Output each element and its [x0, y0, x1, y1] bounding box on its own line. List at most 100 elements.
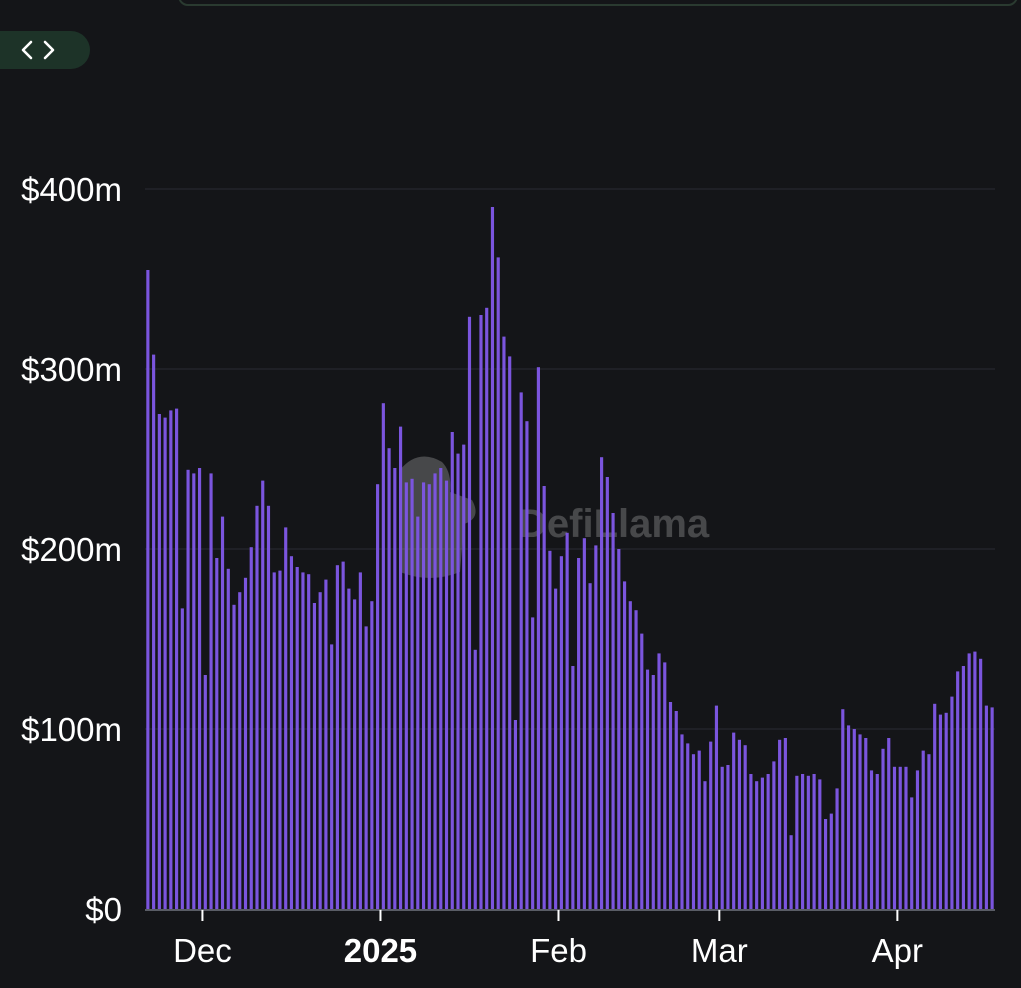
bar[interactable]	[479, 315, 483, 909]
bar[interactable]	[548, 550, 552, 909]
bar[interactable]	[869, 770, 874, 909]
bar[interactable]	[577, 558, 581, 909]
bar[interactable]	[376, 484, 380, 909]
bar[interactable]	[600, 457, 604, 909]
bar[interactable]	[163, 417, 167, 909]
bar[interactable]	[806, 775, 810, 909]
bar[interactable]	[858, 734, 862, 909]
bar[interactable]	[490, 207, 495, 909]
bar[interactable]	[823, 819, 828, 909]
bar[interactable]	[691, 754, 696, 909]
bar[interactable]	[433, 473, 437, 909]
bar[interactable]	[611, 513, 615, 909]
bar[interactable]	[175, 408, 179, 909]
bar[interactable]	[318, 592, 322, 909]
embed-code-button[interactable]	[0, 31, 90, 69]
bar[interactable]	[215, 558, 219, 909]
bar[interactable]	[789, 835, 793, 909]
bar[interactable]	[645, 669, 650, 909]
bar[interactable]	[795, 775, 799, 909]
bar[interactable]	[272, 572, 276, 909]
bar[interactable]	[686, 743, 690, 909]
bar[interactable]	[186, 469, 190, 909]
bar[interactable]	[554, 588, 558, 909]
bar[interactable]	[657, 653, 661, 909]
bar[interactable]	[266, 505, 271, 909]
bar[interactable]	[467, 316, 472, 909]
bar[interactable]	[846, 725, 851, 909]
bar[interactable]	[961, 666, 965, 909]
bar[interactable]	[622, 581, 627, 909]
bar[interactable]	[732, 732, 736, 909]
bar[interactable]	[439, 468, 443, 909]
bar[interactable]	[841, 709, 845, 909]
bar[interactable]	[416, 516, 420, 909]
bar[interactable]	[990, 707, 994, 909]
bar[interactable]	[651, 675, 655, 909]
bar[interactable]	[714, 705, 719, 909]
bar[interactable]	[783, 738, 787, 909]
bar[interactable]	[513, 720, 518, 909]
bar[interactable]	[938, 714, 943, 909]
bar[interactable]	[508, 356, 512, 909]
bar[interactable]	[421, 482, 426, 909]
bar[interactable]	[335, 565, 339, 909]
bar[interactable]	[220, 516, 225, 909]
bar[interactable]	[818, 779, 822, 909]
bar[interactable]	[358, 572, 362, 909]
bar[interactable]	[668, 702, 673, 909]
bar[interactable]	[203, 675, 207, 909]
bar[interactable]	[749, 774, 753, 909]
bar[interactable]	[812, 774, 816, 909]
bar[interactable]	[766, 774, 770, 909]
bar[interactable]	[502, 336, 506, 910]
bar[interactable]	[755, 781, 759, 909]
bar[interactable]	[778, 739, 782, 909]
bar[interactable]	[927, 754, 931, 909]
bar[interactable]	[330, 644, 334, 909]
bar[interactable]	[381, 403, 385, 909]
bar[interactable]	[209, 473, 213, 909]
bar[interactable]	[192, 473, 196, 909]
bar[interactable]	[301, 572, 305, 909]
bar[interactable]	[772, 761, 776, 909]
bar[interactable]	[979, 658, 983, 909]
bar[interactable]	[462, 444, 466, 909]
bar[interactable]	[726, 765, 730, 909]
bar[interactable]	[835, 788, 839, 909]
bar[interactable]	[347, 588, 351, 909]
bar[interactable]	[760, 777, 764, 909]
bar[interactable]	[307, 574, 311, 909]
bar[interactable]	[720, 766, 724, 909]
bar[interactable]	[887, 738, 891, 909]
bar[interactable]	[881, 748, 885, 909]
bar[interactable]	[680, 734, 684, 909]
bar[interactable]	[944, 712, 948, 909]
bar[interactable]	[364, 626, 368, 909]
bar[interactable]	[984, 705, 988, 909]
bar[interactable]	[531, 617, 535, 909]
bar[interactable]	[950, 696, 954, 909]
bar[interactable]	[674, 711, 678, 909]
bar[interactable]	[852, 729, 856, 909]
bar[interactable]	[542, 486, 546, 909]
bar[interactable]	[967, 653, 971, 909]
bar[interactable]	[864, 738, 868, 909]
bar[interactable]	[801, 774, 805, 909]
bar[interactable]	[393, 468, 397, 909]
bar[interactable]	[628, 601, 632, 909]
bar[interactable]	[157, 414, 161, 909]
bar[interactable]	[284, 527, 288, 909]
bar[interactable]	[427, 484, 431, 909]
bar[interactable]	[473, 649, 477, 909]
bar[interactable]	[370, 601, 374, 909]
bar[interactable]	[875, 774, 879, 909]
bar[interactable]	[915, 770, 920, 909]
bar[interactable]	[485, 307, 489, 909]
bar[interactable]	[312, 603, 317, 909]
bar[interactable]	[709, 741, 713, 909]
bar[interactable]	[238, 592, 242, 909]
bar[interactable]	[933, 703, 937, 909]
bar[interactable]	[152, 354, 156, 910]
bar[interactable]	[571, 666, 575, 909]
